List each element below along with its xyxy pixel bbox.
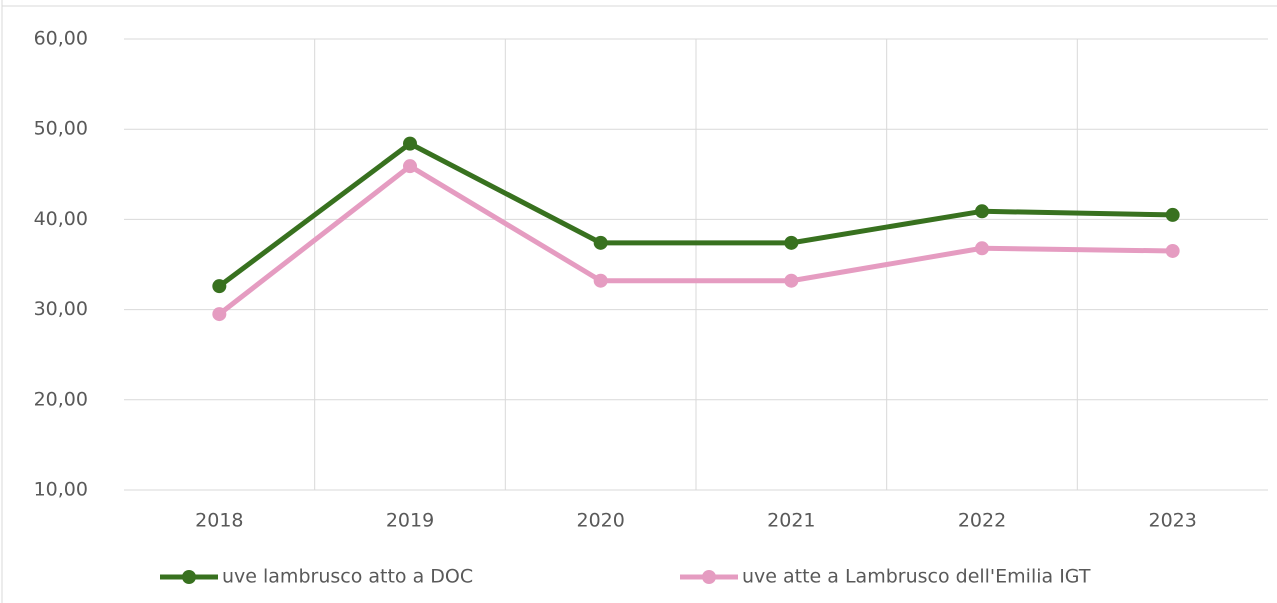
x-tick-label: 2020	[576, 510, 624, 532]
point	[1165, 207, 1180, 222]
point	[403, 159, 417, 174]
point	[403, 136, 417, 151]
point	[212, 279, 227, 294]
series-line	[217, 141, 1173, 289]
point	[784, 235, 799, 250]
x-tick-label: 2018	[195, 510, 243, 532]
point	[212, 307, 227, 322]
legend-label: uve atte a Lambrusco dell'Emilia IGT	[742, 566, 1091, 588]
x-tick-label: 2019	[386, 510, 434, 532]
y-tick-label: 20,00	[34, 388, 88, 410]
y-tick-label: 40,00	[34, 208, 88, 230]
y-tick-label: 30,00	[34, 298, 88, 320]
x-tick-label: 2021	[767, 510, 815, 532]
legend-marker	[182, 570, 196, 584]
x-tick-label: 2022	[958, 510, 1006, 532]
point	[975, 241, 989, 256]
point	[593, 273, 608, 288]
y-tick-label: 10,00	[34, 479, 88, 501]
point	[593, 235, 608, 250]
y-tick-label: 50,00	[34, 118, 88, 140]
legend-label: uve lambrusco atto a DOC	[222, 566, 473, 588]
legend-marker	[702, 570, 716, 584]
point	[1165, 243, 1180, 258]
series-line	[217, 163, 1173, 317]
point	[784, 273, 799, 288]
x-tick-label: 2023	[1148, 510, 1196, 532]
point	[975, 204, 989, 219]
y-tick-label: 60,00	[34, 28, 88, 50]
